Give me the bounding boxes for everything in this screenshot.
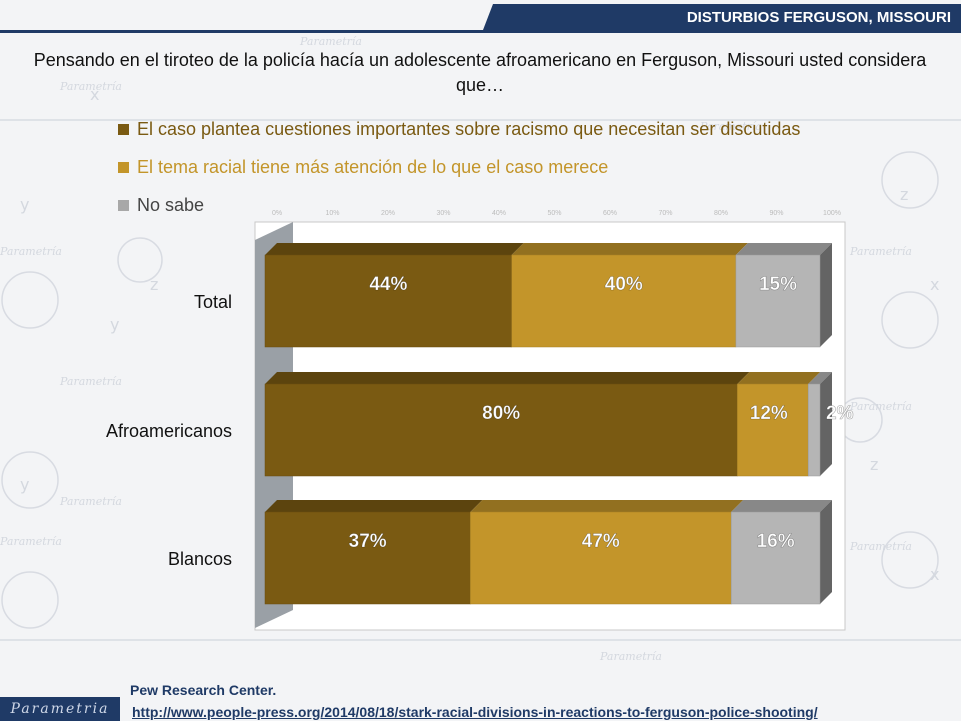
bar-value-label: 40%: [605, 274, 643, 295]
bar-top-face: [470, 500, 744, 512]
legend-label-atencion: El tema racial tiene más atención de lo …: [137, 156, 609, 177]
header-rule: [0, 30, 961, 33]
bar-top-face: [808, 372, 832, 384]
bar-value-label: 80%: [482, 403, 520, 424]
bar-value-label: 44%: [369, 274, 407, 295]
bar-side-face: [820, 243, 832, 347]
legend-item-racismo: El caso plantea cuestiones importantes s…: [118, 110, 800, 148]
bar-value-label: 2%: [826, 403, 854, 424]
bar-segment: [264, 254, 512, 348]
legend-swatch-atencion: [118, 161, 129, 173]
header-band: DISTURBIOS FERGUSON, MISSOURI: [0, 0, 961, 33]
legend-label-no-sabe: No sabe: [137, 194, 205, 215]
x-tick-label: 70%: [658, 210, 672, 217]
bar-top-face: [737, 372, 821, 384]
bar-segment: [264, 383, 738, 477]
bar-top-face: [731, 500, 832, 512]
bar-value-label: 37%: [349, 531, 387, 552]
x-tick-label: 10%: [325, 210, 339, 217]
legend-item-no-sabe: No sabe: [118, 186, 800, 224]
bar-top-face: [735, 243, 832, 255]
x-tick-label: 80%: [714, 210, 728, 217]
legend-swatch-no-sabe: [118, 199, 129, 211]
bar-value-label: 15%: [759, 274, 797, 295]
bar-top-face: [511, 243, 748, 255]
bar-value-label: 12%: [750, 403, 788, 424]
x-tick-label: 0%: [272, 210, 282, 217]
x-tick-label: 60%: [603, 210, 617, 217]
x-tick-label: 50%: [547, 210, 561, 217]
legend-swatch-racismo: [118, 123, 129, 135]
category-label: Total: [194, 292, 232, 312]
chart-legend: El caso plantea cuestiones importantes s…: [118, 110, 800, 224]
bar-value-label: 47%: [582, 531, 620, 552]
bar-top-face: [265, 243, 524, 255]
x-tick-label: 20%: [381, 210, 395, 217]
bar-segment: [730, 511, 821, 605]
source-name: Pew Research Center.: [130, 682, 277, 698]
x-tick-label: 30%: [436, 210, 450, 217]
bar-segment: [511, 254, 737, 348]
category-label: Afroamericanos: [106, 421, 232, 441]
bar-top-face: [265, 372, 750, 384]
bar-side-face: [820, 500, 832, 604]
survey-question: Pensando en el tiroteo de la policía hac…: [33, 50, 927, 95]
bar-value-label: 16%: [757, 531, 795, 552]
bar-segment: [470, 511, 732, 605]
bar-segment: [807, 383, 821, 477]
x-tick-label: 40%: [492, 210, 506, 217]
x-tick-label: 100%: [823, 210, 841, 217]
bar-segment: [264, 511, 471, 605]
parametria-logo: Parametria: [0, 697, 120, 721]
x-tick-label: 90%: [769, 210, 783, 217]
legend-label-racismo: El caso plantea cuestiones importantes s…: [137, 118, 801, 139]
category-label: Blancos: [168, 549, 232, 569]
slide-title: DISTURBIOS FERGUSON, MISSOURI: [483, 4, 961, 30]
bar-side-face: [820, 372, 832, 476]
bar-segment: [735, 254, 821, 348]
bar-top-face: [265, 500, 483, 512]
legend-item-atencion: El tema racial tiene más atención de lo …: [118, 148, 800, 186]
bar-segment: [737, 383, 809, 477]
source-url-link[interactable]: http://www.people-press.org/2014/08/18/s…: [132, 704, 818, 720]
